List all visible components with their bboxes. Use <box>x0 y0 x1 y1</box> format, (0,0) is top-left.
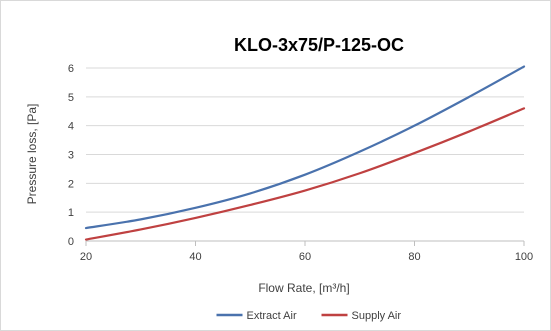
axes <box>85 240 525 246</box>
legend-label-supply-air: Supply Air <box>352 310 402 322</box>
y-tick-label: 1 <box>68 207 74 219</box>
y-tick-label: 2 <box>68 178 74 190</box>
x-tick-label: 100 <box>515 251 533 263</box>
y-tick-label: 5 <box>68 92 74 104</box>
x-tick-label: 20 <box>80 251 92 263</box>
series-line-supply-air <box>84 107 526 241</box>
x-tick-label: 60 <box>299 251 311 263</box>
x-tick-label: 80 <box>408 251 420 263</box>
gridlines <box>86 67 524 213</box>
y-tick-label: 4 <box>68 121 74 133</box>
series-line-extract-air <box>84 65 526 230</box>
legend: Extract Air Supply Air <box>216 310 402 322</box>
y-tick-label: 6 <box>68 63 74 75</box>
legend-label-extract-air: Extract Air <box>247 310 297 322</box>
tick-labels: 0 1 2 3 4 5 6 20 40 60 80 100 <box>68 63 533 263</box>
y-tick-label: 3 <box>68 150 74 162</box>
x-axis-title: Flow Rate, [m³/h] <box>258 281 349 295</box>
series-lines <box>84 65 526 241</box>
chart-title: KLO-3x75/P-125-OC <box>234 35 404 55</box>
y-tick-label: 0 <box>68 236 74 248</box>
y-axis-title: Pressure loss, [Pa] <box>25 104 39 205</box>
x-tick-label: 40 <box>189 251 201 263</box>
